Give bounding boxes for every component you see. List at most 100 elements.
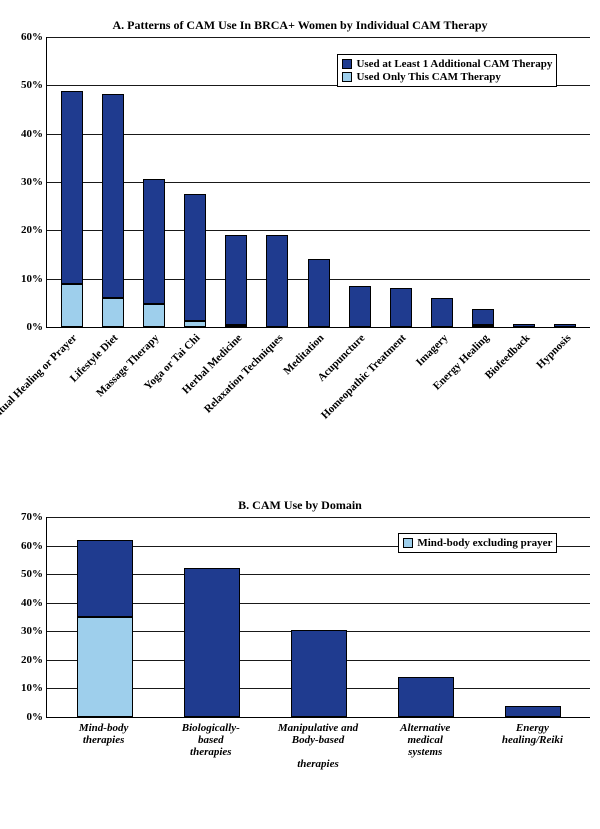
- legend-label: Mind-body excluding prayer: [417, 537, 552, 549]
- y-tick-label: 60%: [21, 31, 47, 43]
- bar-segment: [472, 309, 494, 324]
- bar: [266, 235, 288, 327]
- x-tick-label: Manipulative andBody-basedtherapies: [264, 718, 371, 770]
- bar-segment: [61, 91, 83, 283]
- bar-slot: [216, 37, 257, 327]
- y-tick-label: 40%: [21, 597, 47, 609]
- legend-label: Used at Least 1 Additional CAM Therapy: [356, 58, 552, 70]
- y-tick-label: 50%: [21, 79, 47, 91]
- x-label-slot: Relaxation Techniques: [256, 328, 297, 338]
- legend-item: Used at Least 1 Additional CAM Therapy: [342, 58, 552, 70]
- bar: [349, 286, 371, 327]
- bar-slot: [298, 37, 339, 327]
- bar: [102, 94, 124, 327]
- bar-segment: [554, 324, 576, 327]
- x-label-slot: Imagery: [421, 328, 462, 338]
- x-label-slot: Biofeedback: [504, 328, 545, 338]
- bar: [554, 324, 576, 327]
- bar: [291, 630, 347, 717]
- x-label-slot: Yoga or Tai Chi: [174, 328, 215, 338]
- x-tick-label: Alternativemedicalsystems: [372, 718, 479, 758]
- bar: [390, 288, 412, 327]
- bar: [431, 298, 453, 327]
- chart-a-title: A. Patterns of CAM Use In BRCA+ Women by…: [10, 18, 590, 33]
- bar-segment: [184, 568, 240, 717]
- legend-item: Mind-body excluding prayer: [403, 537, 552, 549]
- x-label-slot: Acupuncture: [339, 328, 380, 338]
- x-label-slot: Herbal Medicine: [215, 328, 256, 338]
- y-tick-label: 10%: [21, 273, 47, 285]
- x-tick-label: Biologically-basedtherapies: [157, 718, 264, 758]
- bar: [143, 179, 165, 327]
- bar-slot: [174, 37, 215, 327]
- x-tick-label: Homeopathic Treatment: [319, 332, 409, 422]
- bar: [184, 194, 206, 327]
- bar-segment: [184, 321, 206, 327]
- x-label-slot: Meditation: [297, 328, 338, 338]
- bar-segment: [308, 259, 330, 327]
- x-tick-label: Energyhealing/Reiki: [479, 718, 586, 746]
- legend-label: Used Only This CAM Therapy: [356, 71, 500, 83]
- chart-b-xlabels: Mind-bodytherapiesBiologically-basedther…: [46, 718, 590, 760]
- y-tick-label: 20%: [21, 224, 47, 236]
- bar-segment: [143, 179, 165, 304]
- x-label-slot: Energyhealing/Reiki: [479, 718, 586, 728]
- y-tick-label: 20%: [21, 654, 47, 666]
- bar-segment: [77, 617, 133, 717]
- bar-segment: [102, 298, 124, 327]
- x-label-slot: Alternativemedicalsystems: [372, 718, 479, 728]
- bar: [398, 677, 454, 717]
- legend: Used at Least 1 Additional CAM TherapyUs…: [337, 54, 557, 87]
- y-tick-label: 40%: [21, 128, 47, 140]
- x-label-slot: Biologically-basedtherapies: [157, 718, 264, 728]
- bar-segment: [143, 304, 165, 327]
- x-tick-label: Mind-bodytherapies: [50, 718, 157, 746]
- y-tick-label: 30%: [21, 625, 47, 637]
- y-tick-label: 70%: [21, 511, 47, 523]
- bar: [505, 706, 561, 717]
- legend-item: Used Only This CAM Therapy: [342, 71, 552, 83]
- x-label-slot: Energy Healing: [462, 328, 503, 338]
- x-label-slot: Hypnosis: [545, 328, 586, 338]
- bar-segment: [225, 235, 247, 324]
- x-label-slot: Mind-bodytherapies: [50, 718, 157, 728]
- chart-a: 0%10%20%30%40%50%60%Used at Least 1 Addi…: [46, 37, 590, 478]
- bar-slot: [51, 37, 92, 327]
- chart-b: 0%10%20%30%40%50%60%70%Mind-body excludi…: [46, 517, 590, 760]
- chart-b-plot: 0%10%20%30%40%50%60%70%Mind-body excludi…: [46, 517, 590, 718]
- bar: [513, 324, 535, 327]
- bar-segment: [390, 288, 412, 327]
- x-tick-label: Spiritual Healing or Prayer: [0, 332, 79, 432]
- bar-segment: [349, 286, 371, 327]
- bar-segment: [102, 94, 124, 298]
- legend-swatch: [342, 59, 352, 69]
- bar: [61, 91, 83, 327]
- bar: [472, 309, 494, 327]
- bar-segment: [266, 235, 288, 327]
- bar-segment: [431, 298, 453, 327]
- bar-slot: [257, 37, 298, 327]
- bar-segment: [61, 284, 83, 327]
- x-label-slot: Massage Therapy: [132, 328, 173, 338]
- chart-b-title: B. CAM Use by Domain: [10, 498, 590, 513]
- bar: [225, 235, 247, 327]
- bar-segment: [184, 194, 206, 321]
- y-tick-label: 30%: [21, 176, 47, 188]
- legend: Mind-body excluding prayer: [398, 533, 557, 553]
- bar-segment: [398, 677, 454, 717]
- y-tick-label: 0%: [27, 711, 48, 723]
- x-label-slot: Homeopathic Treatment: [380, 328, 421, 338]
- x-label-slot: Spiritual Healing or Prayer: [50, 328, 91, 338]
- bar-slot: [133, 37, 174, 327]
- bar-segment: [472, 325, 494, 327]
- y-tick-label: 60%: [21, 540, 47, 552]
- y-tick-label: 0%: [27, 321, 48, 333]
- legend-swatch: [342, 72, 352, 82]
- x-label-slot: Lifestyle Diet: [91, 328, 132, 338]
- bar-segment: [505, 706, 561, 717]
- bar: [308, 259, 330, 327]
- bar: [77, 540, 133, 717]
- chart-a-xlabels: Spiritual Healing or PrayerLifestyle Die…: [46, 328, 590, 478]
- x-label-slot: Manipulative andBody-basedtherapies: [264, 718, 371, 728]
- legend-swatch: [403, 538, 413, 548]
